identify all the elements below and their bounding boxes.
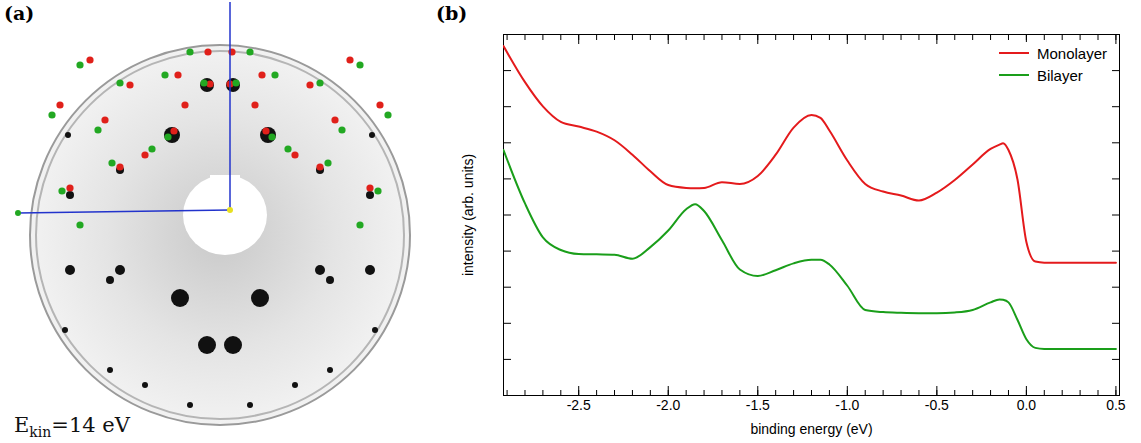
html-text:Monolayer: Monolayer xyxy=(1037,44,1107,62)
svg-text:-2.5: -2.5 xyxy=(567,397,591,413)
svg-text:Ekin=14 eV: Ekin=14 eV xyxy=(14,413,131,440)
svg-text:-1.0: -1.0 xyxy=(835,397,859,413)
svg-text:-1.5: -1.5 xyxy=(746,397,770,413)
svg-text:-2.0: -2.0 xyxy=(656,397,680,413)
svg-text:binding energy (eV): binding energy (eV) xyxy=(750,421,872,437)
svg-text:intensity (arb. units): intensity (arb. units) xyxy=(460,154,476,276)
html-text:(a): (a) xyxy=(4,2,35,24)
html-text:(b): (b) xyxy=(436,2,468,24)
html-text:Bilayer: Bilayer xyxy=(1037,66,1083,84)
svg-text:0.5: 0.5 xyxy=(1106,397,1126,413)
svg-text:-0.5: -0.5 xyxy=(925,397,949,413)
svg-text:0.0: 0.0 xyxy=(1017,397,1037,413)
